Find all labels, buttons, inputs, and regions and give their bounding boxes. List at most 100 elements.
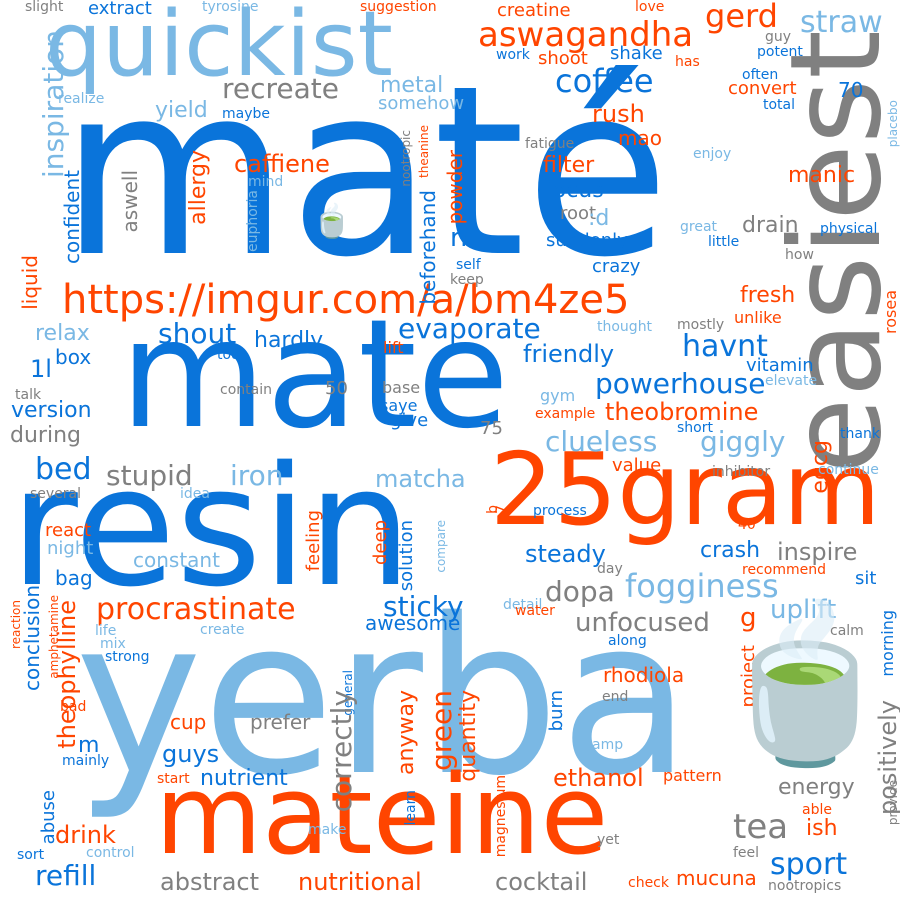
cloud-word: dopa [545, 575, 615, 608]
cloud-word: stress [778, 654, 820, 670]
cloud-word: feel [733, 845, 760, 861]
cloud-word: react [45, 520, 92, 541]
cloud-word: sport [770, 847, 848, 882]
cloud-word: tea [733, 807, 789, 847]
cloud-word: aswell [118, 170, 142, 233]
cloud-word: elevate [765, 373, 818, 389]
cloud-word: guy [765, 29, 792, 45]
cloud-word: thought [597, 319, 653, 335]
cloud-word: yet [597, 832, 620, 848]
cloud-word: amphetamine [47, 595, 61, 679]
cloud-word: ethanol [553, 764, 644, 792]
cloud-word: stupid [106, 459, 193, 492]
cloud-word: evaporate [398, 312, 541, 345]
cloud-word: often [742, 67, 779, 83]
cloud-word: anyway [394, 690, 419, 775]
cloud-word: inspire [777, 538, 858, 566]
cloud-word: base [382, 378, 421, 397]
cloud-word: saye [380, 396, 418, 415]
cloud-word: air [776, 735, 805, 760]
cloud-word: 1l [30, 355, 52, 383]
cloud-word: strong [105, 649, 150, 665]
cloud-word: continue [818, 462, 879, 478]
cloud-word: powder [443, 150, 467, 225]
cloud-word: keep [450, 272, 484, 288]
cloud-word: ish [806, 816, 838, 841]
cloud-word: total [763, 97, 796, 113]
cloud-word: calm [830, 623, 864, 639]
cloud-word: recreate [222, 72, 340, 105]
cloud-word: green [425, 690, 458, 771]
cloud-word: shake [610, 43, 663, 64]
cloud-word: during [10, 423, 81, 448]
cloud-word: caffiene [234, 150, 330, 178]
cloud-word: fogginess [625, 567, 779, 605]
cloud-word: short [677, 420, 713, 436]
cloud-word: 🍵 [312, 202, 352, 240]
cloud-word: straw [800, 5, 883, 40]
cloud-word: placebo [886, 100, 900, 148]
cloud-word: steady [525, 540, 606, 568]
cloud-word: 40 [738, 517, 756, 533]
cloud-word: confident [60, 170, 84, 265]
cloud-word: control [86, 845, 135, 861]
cloud-word: talk [15, 387, 42, 403]
cloud-word: correctly [325, 690, 358, 813]
cloud-word: metal [380, 73, 444, 98]
cloud-word: value [612, 455, 662, 476]
cloud-word: root [560, 203, 597, 224]
cloud-word: manic [788, 163, 856, 188]
cloud-word: prefer [250, 710, 311, 734]
cloud-word: process [533, 503, 587, 519]
cloud-word: 75 [480, 418, 503, 439]
cloud-word: extract [88, 0, 152, 19]
cloud-word: recommend [742, 562, 826, 578]
cloud-word: enjoy [693, 146, 732, 162]
cloud-word: awesome [365, 611, 461, 635]
cloud-word: maybe [222, 106, 271, 122]
cloud-word: potent [757, 44, 803, 60]
cloud-word: drain [742, 213, 799, 238]
cloud-word: self [456, 257, 481, 273]
cloud-word: make [308, 822, 347, 838]
cloud-word: creatine [497, 0, 571, 21]
cloud-word: reaction [9, 600, 23, 649]
cloud-word: version [11, 398, 92, 423]
cloud-word: clueless [545, 425, 658, 458]
cloud-word: 🍵 [712, 598, 899, 772]
cloud-word: bed [35, 452, 92, 487]
cloud-word: check [628, 875, 669, 891]
cloud-word: iron [230, 459, 284, 492]
cloud-word: vitamin [746, 355, 814, 376]
cloud-word: box [55, 345, 92, 369]
cloud-word: fresh [740, 283, 796, 308]
cloud-word: relax [35, 321, 90, 346]
cloud-word: theobromine [605, 398, 759, 426]
cloud-word: :d [588, 206, 610, 231]
cloud-word: magnesium [493, 775, 509, 858]
cloud-word: liquid [18, 255, 42, 310]
cloud-word: physical [820, 221, 878, 237]
cloud-word: 50 [325, 378, 348, 399]
cloud-word: theanine [417, 125, 431, 178]
cloud-word: rush [592, 100, 645, 128]
cloud-word: 25gram [490, 431, 881, 548]
cloud-word: tyrosine [202, 0, 259, 15]
cloud-word: mainly [62, 753, 110, 769]
cloud-word: bad [60, 699, 87, 715]
cloud-word: suddenly [546, 230, 628, 251]
cloud-word: lift [383, 338, 404, 357]
cloud-word: bag [55, 566, 93, 590]
cloud-word: euphoria [245, 190, 261, 253]
cloud-word: realize [58, 91, 105, 107]
cloud-word: g [740, 603, 757, 633]
cloud-word: mind [248, 174, 284, 190]
cloud-word: maté [60, 36, 670, 309]
cloud-word: filter [543, 153, 595, 178]
cloud-word: mucuna [676, 866, 757, 890]
cloud-word: inhibitor [712, 464, 771, 480]
cloud-word: along [608, 633, 647, 649]
cloud-word: quickist [45, 0, 393, 97]
cloud-word: thank [840, 426, 880, 442]
cloud-word: shoot [538, 48, 588, 69]
